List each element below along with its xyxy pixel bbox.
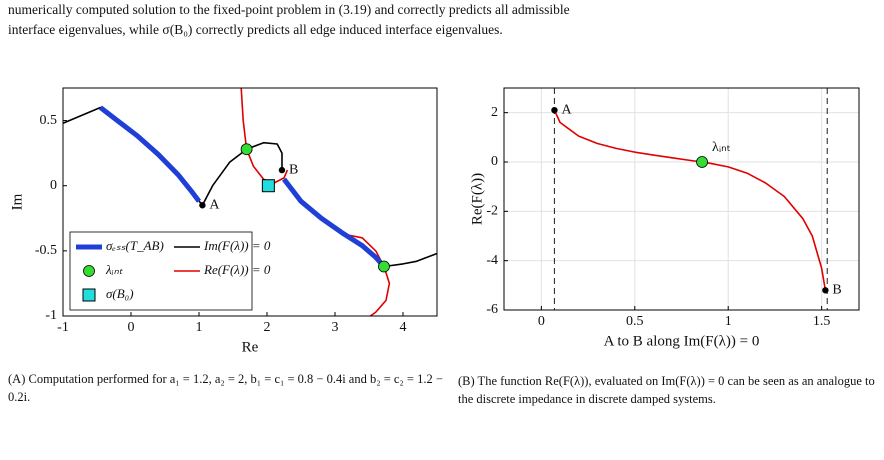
legend-label: λᵢₙₜ [105, 262, 124, 277]
x-tick-label: 1 [725, 314, 732, 329]
y-tick-label: -1 [45, 308, 57, 323]
x-tick-label: 2 [264, 320, 271, 335]
plot-frame [62, 87, 438, 317]
y-tick-label: -0.5 [35, 243, 57, 258]
annotation-dot [199, 202, 206, 209]
annotation-dot [278, 166, 286, 174]
x-tick-label: 3 [332, 320, 339, 335]
annotation: A [561, 102, 572, 117]
body-line: numerically computed solution to the fix… [8, 2, 570, 17]
legend-label: σ(B₀) [106, 286, 134, 301]
x-axis-label: A to B along Im(F(λ)) = 0 [604, 333, 760, 349]
x-tick-label: 0 [538, 314, 545, 329]
data-line [98, 105, 386, 269]
y-axis-label: Im [9, 193, 25, 210]
y-tick-label: -6 [486, 302, 498, 317]
point [378, 260, 390, 273]
annotation-dot [822, 287, 829, 294]
x-tick-label: -1 [57, 320, 69, 335]
annotation: B [832, 282, 841, 297]
legend-label: Re(F(λ)) = 0 [203, 262, 271, 277]
x-tick-label: 0.5 [626, 314, 644, 329]
annotation-dot [551, 107, 558, 114]
point [696, 156, 708, 168]
annotation: λᵢₙₜ [712, 140, 731, 155]
legend-label: Im(F(λ)) = 0 [203, 238, 271, 253]
data-line [553, 109, 827, 291]
body-line: interface eigenvalues, while σ(B₀) corre… [8, 22, 503, 37]
y-tick-label: -4 [486, 253, 498, 268]
caption: (A) Computation performed for a₁ = 1.2, … [8, 372, 443, 404]
annotation: B [289, 162, 298, 177]
x-tick-label: 1.5 [813, 314, 831, 329]
x-tick-label: 1 [196, 320, 203, 335]
y-tick-label: 0.5 [40, 113, 58, 128]
x-tick-label: 0 [128, 320, 135, 335]
plot-frame [503, 87, 860, 311]
annotation: A [209, 197, 220, 212]
x-axis-label: Re [242, 339, 259, 355]
point [240, 143, 253, 156]
y-tick-label: -2 [486, 204, 498, 219]
y-tick-label: 0 [50, 178, 57, 193]
y-tick-label: 2 [491, 105, 498, 120]
point [261, 179, 275, 193]
legend-swatch [82, 288, 96, 302]
y-tick-label: 0 [491, 154, 498, 169]
x-tick-label: 4 [400, 320, 407, 335]
legend-label: σₑₛₛ(T_AB) [106, 238, 164, 253]
legend-swatch [83, 265, 95, 277]
data-line [240, 87, 391, 317]
caption: (B) The function Re(F(λ)), evaluated on … [458, 374, 875, 406]
y-axis-label: Re(F(λ)) [469, 173, 485, 225]
